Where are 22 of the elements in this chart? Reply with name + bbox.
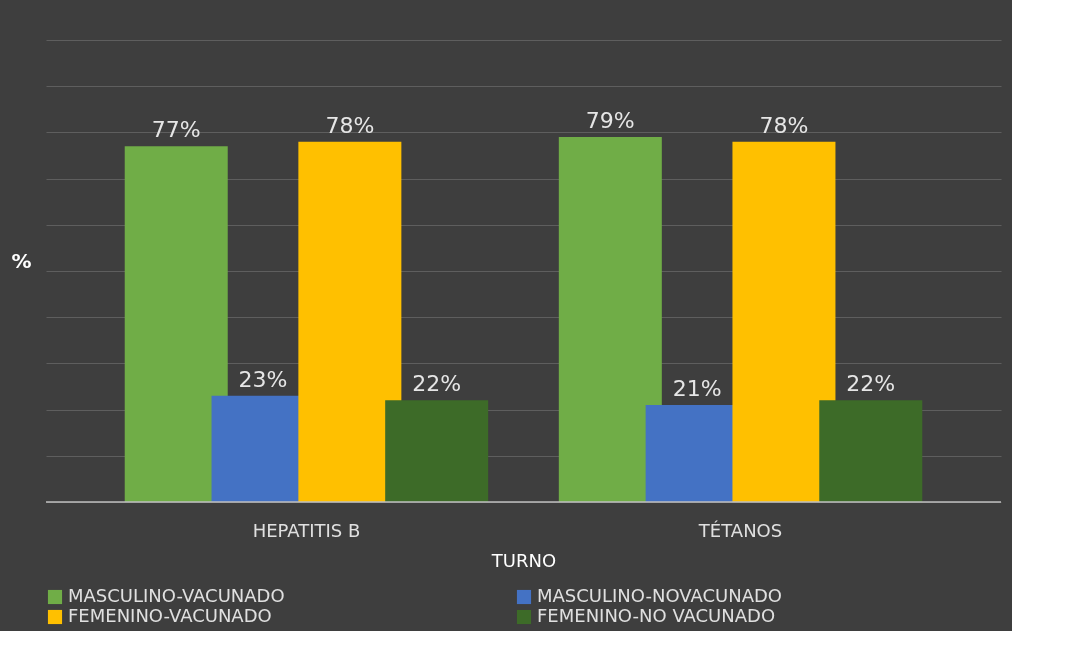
data-label: 78% — [759, 112, 809, 138]
bar — [558, 137, 662, 502]
data-label: 23% — [238, 366, 288, 392]
x-tick-label: HEPATITIS B — [252, 519, 361, 541]
bar — [385, 400, 489, 502]
x-tick-label: TÉTANOS — [697, 519, 783, 541]
legend-label: MASCULINO-NOVACUNADO — [537, 585, 783, 606]
bar — [819, 400, 923, 502]
data-label: 79% — [585, 108, 635, 134]
data-label: 78% — [325, 112, 375, 138]
bar — [124, 146, 228, 502]
bar — [298, 141, 402, 502]
legend-label: MASCULINO-VACUNADO — [68, 585, 285, 606]
data-label: 22% — [846, 371, 896, 397]
data-label: 22% — [412, 371, 462, 397]
data-label: 21% — [672, 375, 722, 401]
x-axis-title: TURNO — [490, 549, 557, 571]
data-label: 77% — [151, 117, 201, 143]
y-axis-title: % — [11, 248, 32, 273]
legend-label: FEMENINO-NO VACUNADO — [537, 605, 776, 626]
legend-label: FEMENINO-VACUNADO — [68, 605, 272, 626]
bar — [732, 141, 836, 502]
